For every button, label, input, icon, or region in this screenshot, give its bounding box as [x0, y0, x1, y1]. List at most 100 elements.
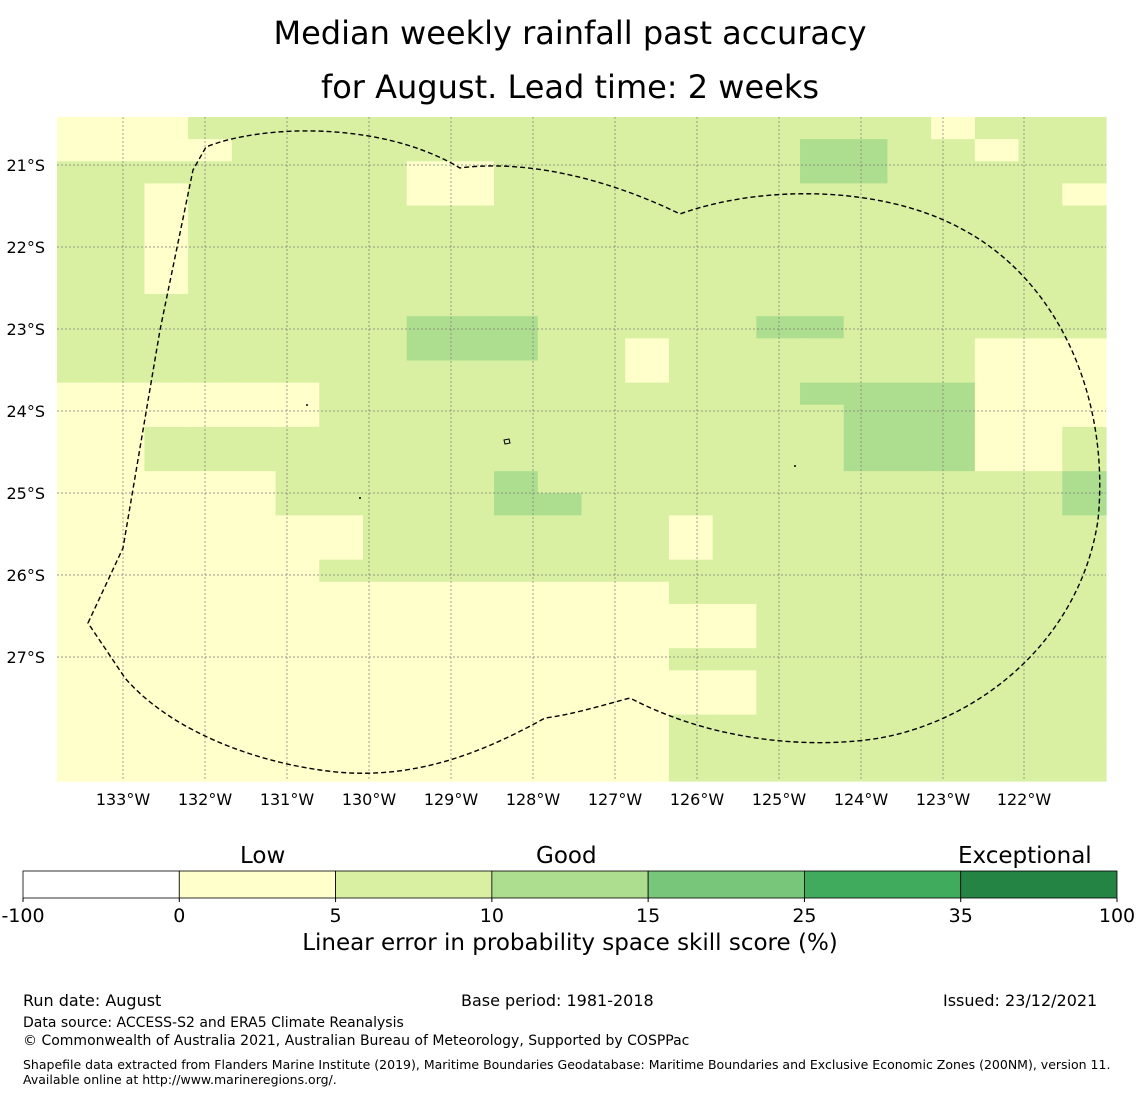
grid-cell [843, 648, 889, 671]
grid-cell [712, 426, 757, 450]
longitude-tick-label: 130°W [342, 790, 397, 809]
colorbar-tick-label: 35 [949, 905, 973, 927]
grid-cell [494, 271, 539, 295]
grid-cell [537, 648, 583, 671]
grid-cell [756, 249, 801, 273]
island-dot [359, 497, 361, 499]
grid-cell [581, 537, 626, 561]
grid-cell [275, 648, 320, 671]
grid-cell [625, 581, 670, 605]
grid-cell [1018, 648, 1063, 671]
colorbar-tick-label: 100 [1099, 905, 1135, 927]
grid-cell [231, 493, 277, 516]
grid-cell [450, 603, 495, 627]
grid-cell [450, 692, 495, 716]
grid-cell [57, 736, 102, 760]
grid-cell [188, 183, 233, 207]
grid-cell [450, 117, 495, 140]
island-dot [794, 465, 796, 467]
grid-cell [494, 758, 539, 782]
grid-cell [756, 426, 801, 450]
grid-cell [887, 603, 932, 627]
grid-cell [450, 736, 495, 760]
grid-cell [625, 648, 670, 671]
grid-cell [843, 294, 889, 317]
grid-cell [406, 294, 451, 317]
grid-cell [931, 271, 976, 295]
grid-cell [931, 537, 976, 561]
grid-cell [57, 537, 102, 561]
grid-cell [931, 626, 976, 649]
grid-cell [450, 626, 495, 649]
grid-cell [406, 581, 451, 605]
grid-cell [887, 515, 932, 539]
grid-cell [188, 670, 233, 694]
grid-cell [537, 493, 583, 516]
grid-cell [974, 626, 1020, 649]
grid-cell [362, 161, 408, 184]
grid-cell [581, 161, 626, 184]
grid-cell [625, 493, 670, 516]
colorbar-segment [960, 870, 1118, 899]
grid-cell [625, 736, 670, 760]
grid-cell [581, 117, 626, 140]
grid-cell [450, 382, 495, 406]
grid-cell [494, 360, 539, 384]
grid-cell [362, 736, 408, 760]
island-dot [306, 404, 308, 406]
grid-cell [450, 449, 495, 472]
grid-cell [537, 515, 583, 539]
grid-cell [537, 471, 583, 494]
latitude-tick-label: 27°S [6, 648, 45, 667]
grid-cell [450, 515, 495, 539]
grid-cell [275, 249, 320, 273]
grid-cell [406, 626, 451, 649]
grid-cell [231, 227, 277, 251]
grid-cell [319, 714, 364, 738]
grid-cell [231, 271, 277, 295]
grid-cell [625, 426, 670, 450]
grid-cell [887, 183, 932, 207]
grid-cell [275, 404, 320, 428]
grid-cell [188, 626, 233, 649]
grid-cell [275, 692, 320, 716]
grid-cell [843, 271, 889, 295]
grid-cell [625, 692, 670, 716]
grid-cell [319, 316, 364, 339]
grid-cell [188, 758, 233, 782]
grid-cell [144, 205, 189, 229]
grid-cell [319, 404, 364, 428]
grid-cell [57, 670, 102, 694]
grid-cell [231, 515, 277, 539]
latitude-tick-label: 21°S [6, 156, 45, 175]
grid-cell [1062, 161, 1107, 184]
grid-cell [362, 603, 408, 627]
grid-cell [406, 537, 451, 561]
grid-cell [537, 338, 583, 362]
grid-cell [406, 515, 451, 539]
grid-cell [974, 360, 1020, 384]
grid-cell [1018, 360, 1063, 384]
grid-cell [1018, 714, 1063, 738]
grid-cell [100, 227, 146, 251]
grid-cell [1062, 449, 1107, 472]
grid-cell [406, 692, 451, 716]
grid-cell [537, 183, 583, 207]
grid-cell [57, 338, 102, 362]
grid-cell [100, 648, 146, 671]
grid-cell [450, 360, 495, 384]
grid-cell [57, 117, 102, 140]
grid-cell [668, 736, 714, 760]
grid-cell [406, 559, 451, 583]
grid-cell [974, 205, 1020, 229]
grid-cell [231, 316, 277, 339]
data-source: Data source: ACCESS-S2 and ERA5 Climate … [23, 1015, 404, 1031]
grid-cell [450, 249, 495, 273]
grid-cell [319, 338, 364, 362]
grid-cell [931, 515, 976, 539]
grid-cell [188, 227, 233, 251]
grid-cell [450, 161, 495, 184]
grid-cell [668, 316, 714, 339]
grid-cell [494, 161, 539, 184]
